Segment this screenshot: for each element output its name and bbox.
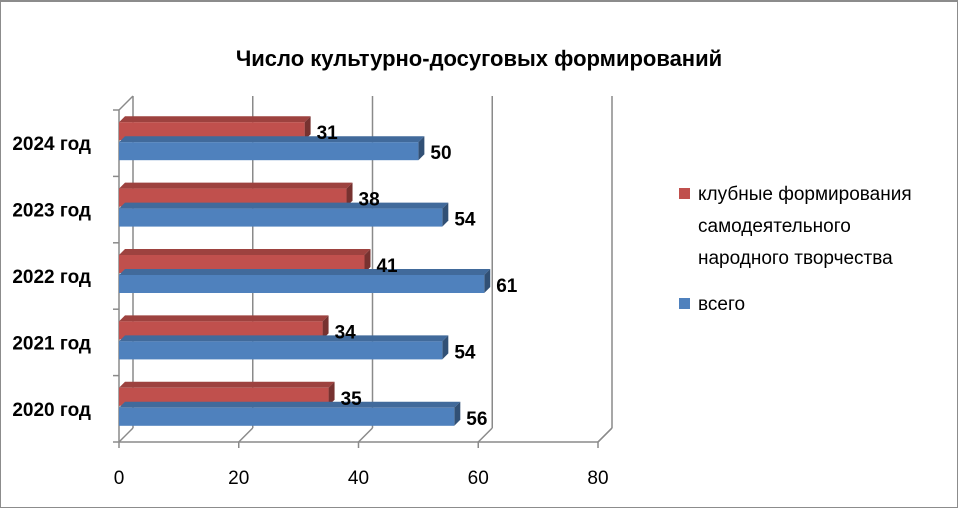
bar-clubs xyxy=(119,315,329,340)
x-tick-label: 20 xyxy=(228,468,249,489)
bar-side-face xyxy=(328,381,335,406)
bar-front-face xyxy=(119,341,443,360)
bar-front-face xyxy=(119,275,485,293)
bar-total xyxy=(119,335,449,360)
data-label: 61 xyxy=(496,276,518,297)
x-tick-label: 60 xyxy=(468,468,489,489)
legend-swatch xyxy=(679,188,690,199)
bar-front-face xyxy=(119,142,419,161)
bar-total xyxy=(119,136,425,161)
bar-front-face xyxy=(119,208,443,227)
bar-top-face xyxy=(119,136,425,143)
data-label: 31 xyxy=(317,123,339,144)
bar-front-face xyxy=(119,387,329,406)
data-label: 34 xyxy=(335,322,357,343)
floor-right-edge xyxy=(597,427,613,443)
bar-side-face xyxy=(442,202,449,227)
bar-side-face xyxy=(454,401,461,426)
legend-label: клубные формирования xyxy=(698,184,912,205)
x-tick-label: 0 xyxy=(114,468,125,489)
axes xyxy=(113,109,613,448)
bar-top-face xyxy=(119,249,371,255)
bar-total xyxy=(119,269,491,293)
legend-label: народного творчества xyxy=(698,248,893,269)
bar-side-face xyxy=(442,335,449,360)
legend: клубные формирования самодеятельного народ… xyxy=(679,184,912,315)
data-label: 50 xyxy=(430,143,451,164)
x-tick-labels: 0 20 40 60 80 xyxy=(114,468,609,489)
bar-front-face xyxy=(119,255,365,273)
bar-side-face xyxy=(346,182,353,207)
floor-depth-line xyxy=(477,427,493,443)
bar-top-face xyxy=(119,116,311,123)
category-label: 2021 год xyxy=(12,333,91,354)
bar-clubs xyxy=(119,249,371,273)
legend-label: самодеятельного xyxy=(698,216,851,237)
legend-swatch xyxy=(679,298,690,309)
data-label: 56 xyxy=(466,409,487,430)
bar-clubs xyxy=(119,182,353,207)
chart-title: Число культурно-досуговых формирований xyxy=(236,46,722,71)
data-label: 38 xyxy=(359,190,380,211)
legend-item: всего xyxy=(679,294,745,315)
bar-clubs xyxy=(119,381,335,406)
legend-item: клубные формирования самодеятельного народ… xyxy=(679,184,912,269)
bar-front-face xyxy=(119,188,347,207)
bar-top-face xyxy=(119,315,329,322)
legend-label: всего xyxy=(698,294,745,315)
bar-top-face xyxy=(119,381,335,388)
bars xyxy=(119,116,491,426)
bar-side-face xyxy=(484,269,491,293)
data-label: 54 xyxy=(454,210,476,231)
floor-depth-line xyxy=(238,427,254,443)
data-label: 54 xyxy=(454,342,476,363)
category-label: 2023 год xyxy=(12,201,91,222)
bar-top-face xyxy=(119,335,449,342)
x-tick-label: 40 xyxy=(348,468,369,489)
category-label: 2020 год xyxy=(12,400,91,421)
bar-front-face xyxy=(119,407,455,426)
bar-side-face xyxy=(304,116,311,141)
bar-side-face xyxy=(322,315,329,340)
bar-total xyxy=(119,202,449,227)
data-label: 35 xyxy=(341,389,363,410)
bar-side-face xyxy=(364,249,371,273)
bar-total xyxy=(119,401,461,426)
bar-front-face xyxy=(119,122,305,141)
bar-top-face xyxy=(119,182,353,189)
data-label: 41 xyxy=(376,256,398,277)
x-tick-label: 80 xyxy=(587,468,608,489)
floor-depth-line xyxy=(118,427,134,443)
category-label: 2024 год xyxy=(12,134,91,155)
bar-top-face xyxy=(119,401,461,408)
bar-top-face xyxy=(119,202,449,209)
category-labels: 2020 год 2021 год 2022 год 2023 год 2024 год xyxy=(12,134,91,421)
bar-top-face xyxy=(119,269,491,275)
floor-depth-line xyxy=(357,427,374,443)
bar-side-face xyxy=(418,136,425,161)
bar-front-face xyxy=(119,321,323,340)
bar-clubs xyxy=(119,116,311,141)
data-labels: 35 56 34 54 41 61 38 54 31 50 xyxy=(317,123,518,430)
category-label: 2022 год xyxy=(12,267,91,288)
